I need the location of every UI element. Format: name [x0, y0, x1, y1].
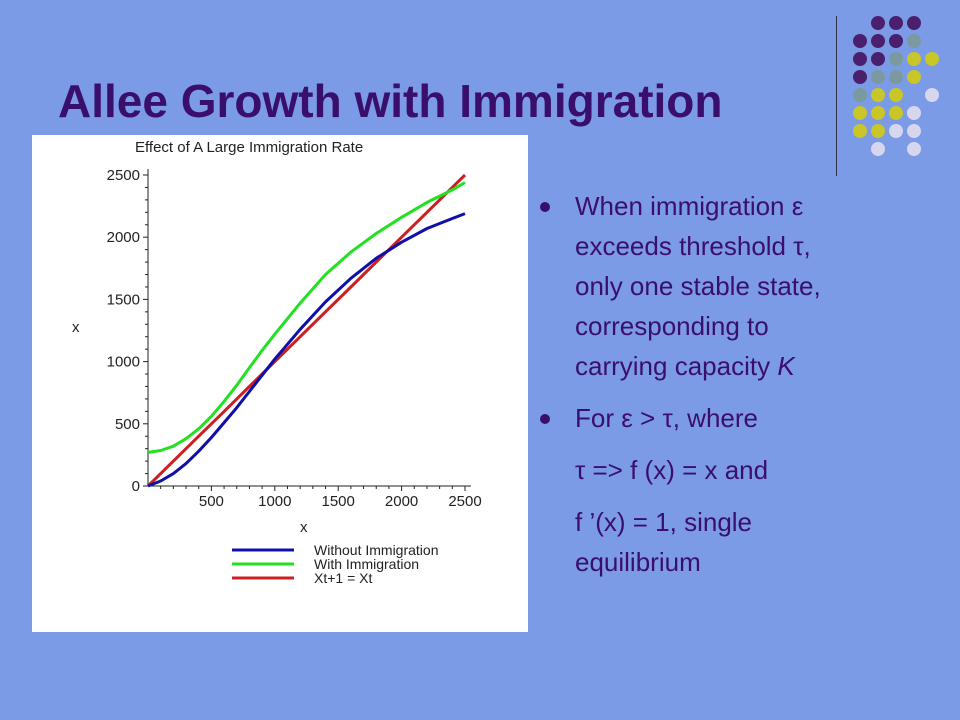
- line-chart: Effect of A Large Immigration Rate x x 0…: [72, 139, 482, 586]
- decor-dot: [871, 124, 885, 138]
- decor-dot: [853, 106, 867, 120]
- bullet-dot-icon: [540, 414, 550, 424]
- decor-dot: [871, 16, 885, 30]
- bullet-item-condition: For ε > τ, where: [540, 398, 940, 438]
- decor-dot: [871, 142, 885, 156]
- bullet-line: corresponding to: [575, 311, 769, 341]
- x-axis-label: x: [300, 519, 308, 536]
- bullet-line: When immigration ε: [575, 191, 804, 221]
- legend-label: Without Immigration: [314, 542, 438, 558]
- divider-line: [836, 16, 837, 176]
- x-tick-label: 2500: [448, 493, 481, 510]
- decor-dot: [889, 52, 903, 66]
- bullet-line: For ε > τ, where: [575, 403, 758, 433]
- decor-dot: [907, 52, 921, 66]
- decor-dot: [889, 124, 903, 138]
- sub-line: equilibrium: [575, 547, 701, 577]
- series-line-0: [147, 212, 466, 488]
- decor-dot: [889, 34, 903, 48]
- decor-dot: [889, 70, 903, 84]
- sub-line-fixed-point: τ => f (x) = x and: [575, 455, 769, 485]
- bullet-line: exceeds threshold τ,: [575, 231, 811, 261]
- decor-dot: [871, 106, 885, 120]
- y-axis-label: x: [72, 319, 80, 336]
- decor-dot: [853, 34, 867, 48]
- decor-dot: [907, 124, 921, 138]
- x-tick-label: 2000: [385, 493, 418, 510]
- decor-dot: [925, 88, 939, 102]
- decor-dot: [907, 142, 921, 156]
- y-tick-label: 2500: [107, 167, 140, 184]
- y-tick-label: 1500: [107, 291, 140, 308]
- decor-dot: [853, 52, 867, 66]
- decor-dot: [853, 70, 867, 84]
- series-line-1: [147, 181, 466, 454]
- y-tick-label: 2000: [107, 229, 140, 246]
- decor-dot: [871, 52, 885, 66]
- decor-dot: [907, 16, 921, 30]
- decor-dot: [889, 106, 903, 120]
- legend-label: Xt+1 = Xt: [314, 570, 372, 586]
- decor-dot: [907, 34, 921, 48]
- decor-dot: [871, 70, 885, 84]
- decor-dot: [889, 16, 903, 30]
- decorative-dot-grid: [853, 16, 939, 156]
- decor-dot: [925, 52, 939, 66]
- chart-title: Effect of A Large Immigration Rate: [135, 139, 363, 156]
- bullet-line-last: carrying capacity K: [575, 346, 940, 386]
- decor-dot: [853, 124, 867, 138]
- y-tick-label: 500: [115, 416, 140, 433]
- series-line-2: [146, 173, 467, 488]
- decor-dot: [907, 70, 921, 84]
- decor-dot: [889, 88, 903, 102]
- x-tick-label: 500: [199, 493, 224, 510]
- decor-dot: [871, 88, 885, 102]
- y-tick-label: 1000: [107, 354, 140, 371]
- y-tick-label: 0: [132, 478, 140, 495]
- x-tick-label: 1000: [258, 493, 291, 510]
- decor-dot: [907, 106, 921, 120]
- bullet-text: carrying capacity: [575, 351, 771, 381]
- bullet-list: When immigration ε exceeds threshold τ, …: [540, 186, 940, 582]
- bullet-line: only one stable state,: [575, 271, 821, 301]
- sub-line: f ’(x) = 1, single: [575, 507, 753, 537]
- bullet-dot-icon: [540, 202, 550, 212]
- x-tick-label: 1500: [322, 493, 355, 510]
- legend-label: With Immigration: [314, 556, 419, 572]
- bullet-item-immigration: When immigration ε exceeds threshold τ, …: [540, 186, 940, 386]
- chart-panel: Effect of A Large Immigration Rate x x 0…: [32, 135, 528, 632]
- sub-line-derivative: f ’(x) = 1, single equilibrium: [540, 502, 940, 582]
- decor-dot: [853, 88, 867, 102]
- carrying-capacity-symbol: K: [777, 351, 795, 381]
- decor-dot: [871, 34, 885, 48]
- slide-title: Allee Growth with Immigration: [58, 75, 723, 127]
